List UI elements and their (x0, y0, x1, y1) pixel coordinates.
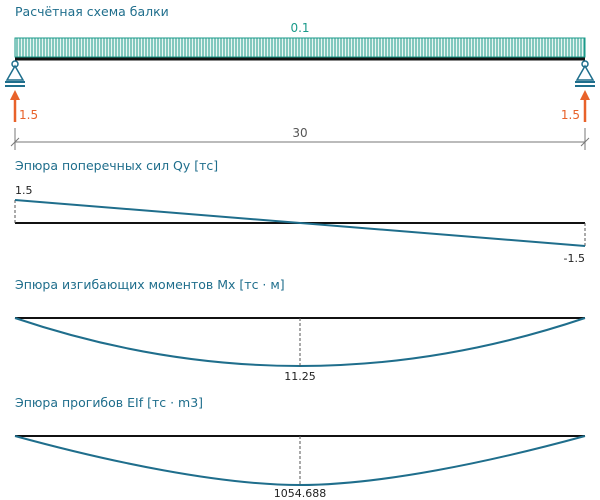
shear-diagram (14, 199, 586, 247)
shear-title: Эпюра поперечных сил Qy [тс] (15, 158, 218, 173)
deflection-diagram (14, 435, 586, 487)
deflection-max-label: 1054.688 (274, 487, 327, 500)
right-pin-support (575, 60, 595, 87)
left-pin-support (5, 60, 25, 87)
left-reaction-arrowhead-icon (10, 90, 20, 100)
span-dimension (10, 128, 590, 150)
load-value-label: 0.1 (290, 21, 309, 35)
left-reaction-label: 1.5 (19, 108, 38, 122)
moment-title: Эпюра изгибающих моментов Mx [тс · м] (15, 277, 285, 292)
right-reaction-arrowhead-icon (580, 90, 590, 100)
right-reaction-arrow (580, 90, 590, 122)
left-support-triangle-icon (5, 64, 25, 81)
moment-diagram (14, 317, 586, 367)
right-support-triangle-icon (575, 64, 595, 81)
deflection-title: Эпюра прогибов EIf [тс · m3] (15, 395, 203, 410)
span-label: 30 (292, 126, 307, 140)
shear-end-label: -1.5 (564, 252, 585, 265)
dim-tick-right (580, 137, 590, 147)
shear-start-label: 1.5 (15, 184, 33, 197)
scheme-title: Расчётная схема балки (15, 4, 169, 19)
dim-tick-left (10, 137, 20, 147)
moment-max-label: 11.25 (284, 370, 316, 383)
shear-line (14, 199, 586, 247)
distributed-load (14, 37, 586, 58)
right-reaction-label: 1.5 (561, 108, 580, 122)
deflection-curve (14, 435, 586, 487)
left-reaction-arrow (10, 90, 20, 122)
